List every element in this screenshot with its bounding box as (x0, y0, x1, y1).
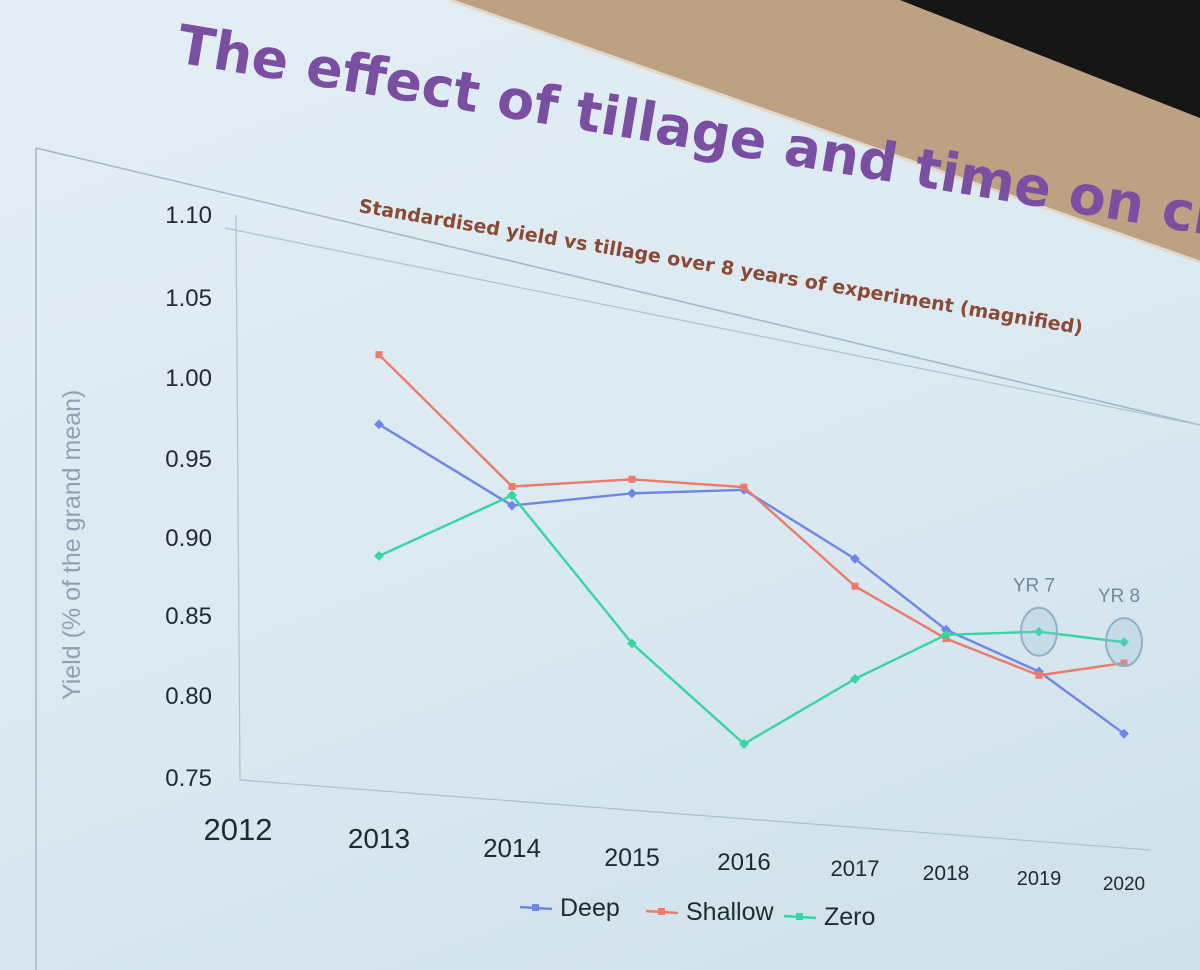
data-point-zero (507, 490, 517, 501)
x-tick-label: 2017 (831, 856, 880, 881)
data-point-deep (507, 500, 517, 511)
y-tick-label: 0.80 (165, 683, 212, 710)
data-point-shallow (1035, 671, 1043, 679)
legend-label: Shallow (686, 898, 774, 926)
data-point-shallow (851, 582, 859, 590)
series-line-zero (378, 493, 1125, 746)
data-point-shallow (740, 483, 748, 491)
x-axis-ticks: 2012 2013 2014 2015 2016 2017 2018 2019 2020 (204, 812, 1146, 895)
x-tick-label: 2020 (1103, 874, 1145, 895)
y-axis-ticks: 1.10 1.05 1.00 0.95 0.90 0.85 0.80 0.75 (165, 202, 212, 792)
data-point-shallow (1120, 659, 1128, 667)
annotations: YR 7 YR 8 (1013, 576, 1143, 668)
x-tick-label: 2013 (348, 823, 410, 854)
legend-marker (796, 913, 803, 920)
data-point-shallow (628, 475, 636, 483)
data-point-deep (1119, 728, 1129, 739)
data-point-zero (850, 673, 860, 684)
data-point-shallow (508, 482, 516, 490)
x-tick-label: 2016 (717, 849, 770, 876)
legend-label: Deep (560, 894, 620, 922)
data-point-zero (941, 629, 951, 640)
series-layer (374, 351, 1129, 749)
data-point-zero (1034, 626, 1044, 637)
screen-edge (449, 0, 1200, 264)
data-point-shallow (375, 351, 383, 359)
x-tick-label: 2019 (1017, 868, 1062, 890)
chart-title: Standardised yield vs tillage over 8 yea… (357, 195, 1084, 339)
x-tick-label: 2014 (483, 833, 541, 863)
y-tick-label: 0.90 (165, 525, 212, 552)
y-axis-label: Yield (% of the grand mean) (58, 390, 86, 700)
data-point-zero (1119, 637, 1129, 648)
legend-label: Zero (824, 903, 875, 931)
data-point-zero (739, 738, 749, 749)
data-point-deep (941, 624, 951, 635)
y-tick-label: 0.75 (165, 765, 212, 792)
legend-item-zero: Zero (783, 903, 875, 931)
legend-marker (658, 908, 665, 915)
plot-area-bottom (239, 779, 1151, 851)
y-tick-label: 1.00 (165, 365, 212, 392)
data-point-deep (627, 488, 637, 499)
data-point-deep (374, 419, 384, 430)
x-tick-label: 2018 (923, 862, 970, 885)
annotation-label: YR 8 (1098, 586, 1140, 607)
legend-item-deep: Deep (519, 894, 620, 922)
legend-marker (532, 904, 539, 911)
plot-area-left (235, 214, 241, 781)
series-line-deep (378, 423, 1125, 735)
series-line-shallow (378, 353, 1125, 677)
plot-area-top (224, 227, 1200, 426)
annotation-circle (1105, 617, 1143, 668)
annotation-label: YR 7 (1013, 576, 1055, 597)
legend-item-shallow: Shallow (645, 898, 774, 926)
data-point-zero (374, 551, 384, 561)
x-tick-label: 2012 (204, 812, 273, 847)
chart-frame-top (35, 147, 1200, 426)
x-tick-label: 2015 (604, 844, 660, 872)
y-tick-label: 0.95 (165, 446, 212, 473)
legend: Deep Shallow Zero (519, 894, 875, 931)
data-point-deep (850, 553, 860, 564)
y-tick-label: 1.10 (165, 202, 212, 229)
annotation-circle (1020, 606, 1058, 657)
y-tick-label: 1.05 (165, 285, 212, 312)
screen-frame (900, 0, 1200, 118)
data-point-zero (627, 638, 637, 649)
y-tick-label: 0.85 (165, 603, 212, 630)
